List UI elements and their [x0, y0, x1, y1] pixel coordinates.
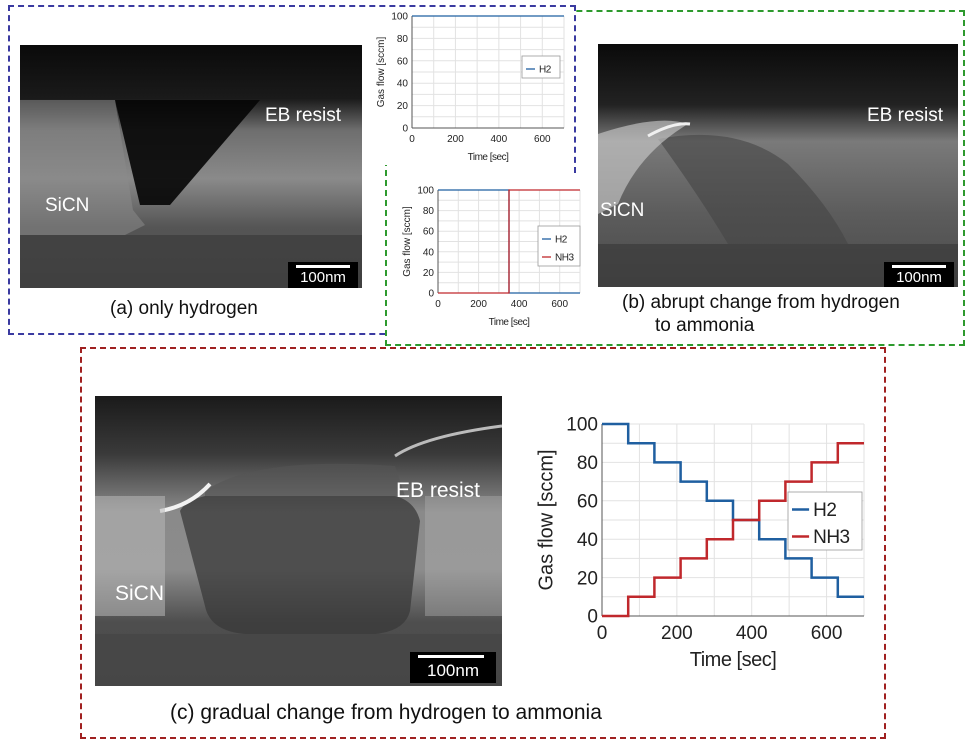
- chart-b-y-tick-label: 0: [428, 289, 434, 300]
- chart-c-legend-label: NH3: [813, 527, 850, 548]
- label-eb-resist-c: EB resist: [396, 479, 481, 502]
- chart-a-legend-label: H2: [539, 65, 552, 76]
- chart-a-y-tick-label: 40: [397, 79, 409, 90]
- chart-a-legend-box: [521, 55, 561, 79]
- chart-a-x-tick-label: 0: [409, 134, 415, 145]
- chart-c-legend-label: H2: [813, 500, 836, 521]
- chart-b-x-tick-label: 0: [435, 299, 441, 310]
- chart-b: 0 200 400 600 0 20 40 60 80 100 Time [sec] Gas flow…: [388, 176, 584, 340]
- sem-image-c: [95, 396, 502, 686]
- label-sicn-b: SiCN: [600, 200, 645, 221]
- chart-a-y-tick-label: 80: [397, 34, 409, 45]
- scale-bar-c: 100nm: [410, 652, 496, 683]
- chart-a-y-axis-label: Gas flow [sccm]: [376, 37, 387, 108]
- chart-a-y-tick-label: 100: [391, 12, 408, 23]
- panel-a-frame: [8, 5, 576, 335]
- chart-a-x-axis-label: Time [sec]: [468, 152, 509, 163]
- chart-a-x-tick-label: 600: [534, 134, 551, 145]
- label-eb-resist-b: EB resist: [867, 105, 944, 126]
- chart-a-y-tick-label: 60: [397, 56, 409, 67]
- scale-bar-b: 100nm: [884, 262, 954, 287]
- chart-a-x-tick-label: 400: [491, 134, 508, 145]
- chart-c-series-h2: [602, 422, 864, 599]
- caption-b-line1: (b) abrupt change from hydrogen: [622, 292, 900, 313]
- chart-c-x-tick-label: 600: [811, 623, 843, 644]
- chart-c: 0 200 400 600 0 20 40 60 80 100 Time [sec] Gas flow…: [522, 410, 870, 695]
- sem-image-a: [20, 45, 362, 288]
- panel-c-frame: [80, 347, 886, 739]
- chart-a-svg: 0 200 400 600 0 20 40 60 80 100 Time [sec] Gas flow…: [376, 12, 565, 163]
- chart-b-legend-box: [537, 225, 581, 267]
- chart-c-x-tick-label: 0: [597, 623, 608, 644]
- chart-c-legend-box: [787, 491, 863, 551]
- chart-c-y-tick-label: 40: [577, 530, 598, 551]
- chart-a: 0 200 400 600 0 20 40 60 80 100 Time [sec] Gas flow…: [372, 8, 572, 163]
- caption-a: (a) only hydrogen: [110, 298, 258, 319]
- chart-b-legend-label: NH3: [555, 253, 574, 264]
- chart-b-y-tick-label: 20: [423, 268, 435, 279]
- chart-c-y-tick-label: 80: [577, 453, 598, 474]
- chart-c-y-axis-label: Gas flow [sccm]: [535, 449, 557, 590]
- label-sicn-c: SiCN: [115, 582, 165, 605]
- chart-c-y-tick-label: 20: [577, 568, 598, 589]
- chart-b-y-tick-label: 100: [417, 186, 434, 197]
- chart-a-y-tick-label: 20: [397, 101, 409, 112]
- chart-c-y-tick-label: 100: [566, 415, 598, 436]
- chart-b-x-tick-label: 600: [551, 299, 568, 310]
- chart-b-y-axis-label: Gas flow [sccm]: [402, 206, 413, 277]
- chart-c-y-tick-label: 0: [587, 607, 598, 628]
- chart-c-x-tick-label: 200: [661, 623, 693, 644]
- chart-b-legend-label: H2: [555, 235, 568, 246]
- chart-a-y-tick-label: 0: [402, 124, 408, 135]
- chart-c-svg: 0 200 400 600 0 20 40 60 80 100 Time [sec] Gas flow…: [535, 415, 865, 671]
- label-eb-resist-a: EB resist: [265, 105, 342, 126]
- label-sicn-a: SiCN: [45, 195, 90, 216]
- caption-c: (c) gradual change from hydrogen to ammo…: [170, 701, 602, 724]
- sem-image-b: [598, 44, 958, 287]
- chart-b-x-tick-label: 400: [511, 299, 528, 310]
- chart-a-x-tick-label: 200: [447, 134, 464, 145]
- chart-b-y-tick-label: 60: [423, 227, 435, 238]
- chart-c-x-tick-label: 400: [736, 623, 768, 644]
- chart-c-x-axis-label: Time [sec]: [690, 649, 777, 671]
- chart-b-x-tick-label: 200: [470, 299, 487, 310]
- chart-b-series-nh3: [438, 189, 580, 294]
- chart-b-y-tick-label: 40: [423, 247, 435, 258]
- chart-b-y-tick-label: 80: [423, 206, 435, 217]
- chart-b-x-axis-label: Time [sec]: [489, 317, 530, 328]
- chart-c-series-nh3: [602, 441, 864, 618]
- scale-bar-a: 100nm: [288, 262, 358, 288]
- caption-b-line2: to ammonia: [655, 315, 755, 336]
- chart-b-svg: 0 200 400 600 0 20 40 60 80 100 Time [sec] Gas flow…: [402, 186, 581, 328]
- chart-a-background: [370, 7, 574, 165]
- panel-b-frame: [385, 10, 965, 346]
- chart-c-y-tick-label: 60: [577, 491, 598, 512]
